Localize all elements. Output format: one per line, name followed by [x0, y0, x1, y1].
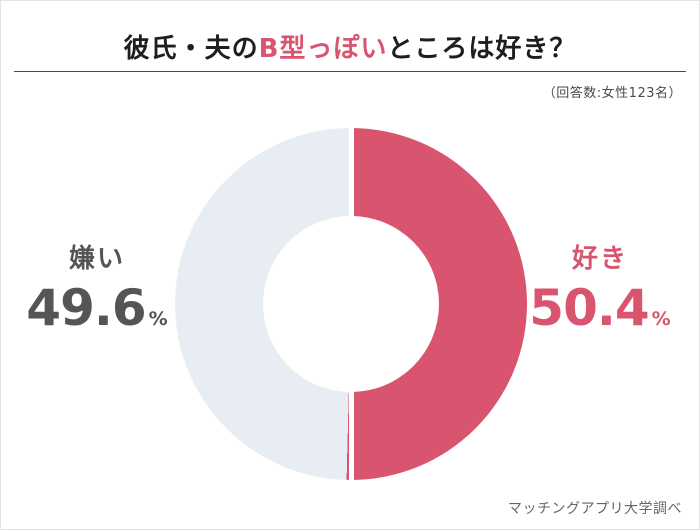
like-percent-sign: % — [651, 308, 671, 330]
dislike-percent-sign: % — [148, 308, 168, 330]
dislike-label: 嫌い — [68, 244, 125, 274]
title-suffix: ところは好き？ — [387, 34, 577, 64]
dislike-percentage: 49.6 — [26, 279, 146, 337]
respondent-count-note: （回答数:女性123名） — [542, 86, 682, 101]
donut-hole — [263, 216, 439, 392]
label-like: 好き 50.4% — [515, 238, 685, 337]
like-percentage: 50.4 — [529, 279, 649, 337]
like-label: 好き — [571, 244, 628, 274]
title-prefix: 彼氏・夫の — [123, 34, 259, 64]
label-dislike: 嫌い 49.6% — [12, 238, 182, 337]
source-credit: マッチングアプリ大学調べ — [508, 501, 682, 517]
title-divider-line — [14, 71, 686, 72]
title-highlight: B型っぽい — [258, 34, 388, 64]
donut-chart — [175, 128, 527, 480]
page-title: 彼氏・夫のB型っぽいところは好き？ — [0, 28, 700, 65]
